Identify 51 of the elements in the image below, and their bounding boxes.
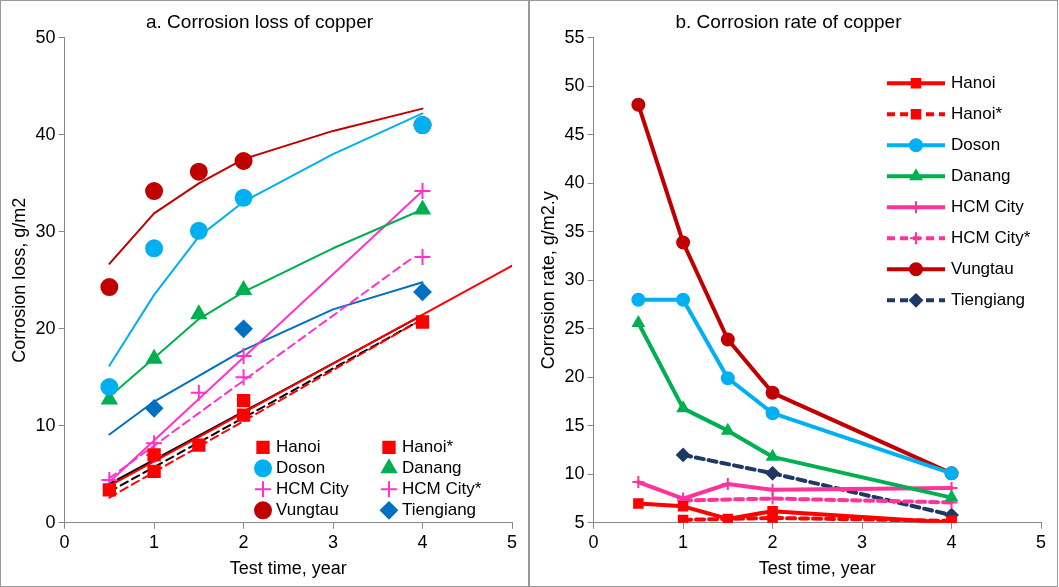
x-tick-label: 5 bbox=[506, 531, 518, 552]
x-tick-label: 4 bbox=[946, 531, 957, 552]
legend-label: Hanoi bbox=[276, 436, 321, 456]
y-tick-label: 45 bbox=[564, 123, 585, 144]
y-tick-label: 25 bbox=[564, 317, 585, 338]
legend-label: Tiengiang bbox=[951, 289, 1026, 309]
chart-title: b. Corrosion rate of copper bbox=[675, 10, 903, 32]
legend-label: Doson bbox=[276, 457, 326, 477]
x-tick-label: 2 bbox=[767, 531, 778, 552]
legend-label: HCM City* bbox=[951, 227, 1031, 247]
x-tick-label: 3 bbox=[328, 531, 339, 552]
x-tick-label: 1 bbox=[149, 531, 160, 552]
y-axis-title: Corrosion rate, g/m2.y bbox=[537, 191, 558, 370]
legend-label: Danang bbox=[951, 165, 1011, 185]
y-tick-label: 0 bbox=[45, 511, 56, 532]
y-axis-title: Corrosion loss, g/m2 bbox=[8, 197, 29, 363]
y-tick-label: 40 bbox=[564, 172, 585, 193]
y-tick-label: 50 bbox=[564, 75, 585, 96]
y-tick-label: 40 bbox=[35, 123, 56, 144]
legend-label: Hanoi* bbox=[402, 436, 454, 456]
legend-label: HCM City bbox=[951, 196, 1025, 216]
x-tick-label: 0 bbox=[588, 531, 599, 552]
legend-label: Tiengiang bbox=[402, 499, 477, 519]
legend-label: Vungtau bbox=[276, 499, 339, 519]
legend-label: Hanoi bbox=[951, 72, 996, 92]
legend-label: Hanoi* bbox=[951, 103, 1003, 123]
y-tick-label: 20 bbox=[564, 366, 585, 387]
chart-title: a. Corrosion loss of copper bbox=[145, 10, 374, 32]
y-tick-label: 10 bbox=[564, 463, 585, 484]
y-tick-label: 5 bbox=[574, 511, 585, 532]
x-tick-label: 1 bbox=[678, 531, 689, 552]
legend-label: HCM City bbox=[276, 478, 350, 498]
legend-label: HCM City* bbox=[402, 478, 482, 498]
legend-label: Vungtau bbox=[951, 258, 1014, 278]
y-tick-label: 35 bbox=[564, 220, 585, 241]
legend-label: Danang bbox=[402, 457, 462, 477]
x-tick-label: 4 bbox=[417, 531, 428, 552]
legend-label: Doson bbox=[951, 134, 1001, 154]
x-tick-label: 0 bbox=[59, 531, 70, 552]
x-tick-label: 2 bbox=[238, 531, 249, 552]
y-tick-label: 50 bbox=[35, 26, 56, 47]
y-tick-label: 20 bbox=[35, 317, 56, 338]
y-tick-label: 30 bbox=[35, 220, 56, 241]
x-tick-label: 3 bbox=[857, 531, 868, 552]
y-tick-label: 30 bbox=[564, 269, 585, 290]
y-tick-label: 10 bbox=[35, 414, 56, 435]
x-axis-title: Test time, year bbox=[758, 558, 876, 579]
x-axis-title: Test time, year bbox=[229, 558, 347, 579]
y-tick-label: 55 bbox=[564, 26, 585, 47]
x-tick-label: 5 bbox=[1035, 531, 1047, 552]
y-tick-label: 15 bbox=[564, 414, 585, 435]
